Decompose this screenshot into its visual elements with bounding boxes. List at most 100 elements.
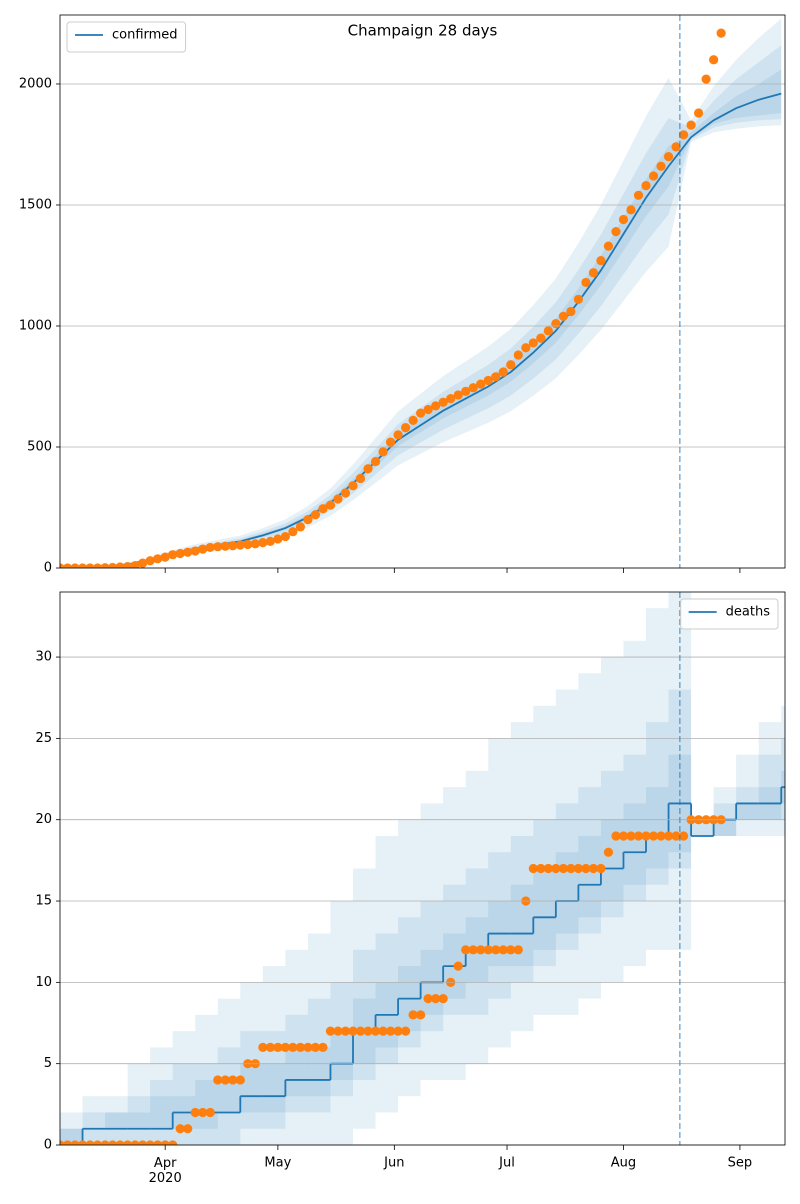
uncertainty-band [60,69,782,568]
observed-point [611,831,621,841]
observed-point [678,831,689,841]
uncertainty-band [330,1031,354,1080]
uncertainty-band [736,754,759,836]
uncertainty-band [195,1063,218,1145]
observed-point [363,464,373,474]
observed-point [476,945,486,955]
observed-point [333,494,343,504]
x-tick-label: Jun [383,1156,404,1171]
observed-point [513,945,523,955]
x-tick-label: Apr 2020 [149,1156,182,1186]
observed-point [318,1042,328,1053]
uncertainty-band [578,673,601,999]
observed-point [543,326,553,336]
uncertainty-band [262,1063,286,1113]
observed-point [355,473,366,484]
observed-point [641,831,651,841]
uncertainty-band [758,722,782,836]
axes-frame [59,591,786,1146]
uncertainty-band [105,1112,128,1129]
y-tick-label: 15 [35,894,52,909]
observed-point [92,563,103,568]
x-tick-label: May [264,1156,291,1171]
observed-point [333,1026,343,1036]
uncertainty-band [307,933,331,1145]
uncertainty-band [600,819,624,902]
legend: confirmed [66,21,187,53]
uncertainty-band [555,803,579,950]
observed-point [701,74,711,84]
observed-point [62,563,73,568]
observed-point [461,386,471,396]
observed-point [663,151,674,162]
observed-point [506,945,516,955]
observed-point [618,831,629,841]
observed-point [543,863,553,874]
uncertainty-band [217,1047,241,1145]
x-tick-label: Jul [498,1156,515,1171]
observed-point [115,562,125,568]
observed-point [243,539,253,550]
observed-point [671,142,681,152]
observed-point [423,994,433,1004]
observed-point [588,863,599,874]
observed-point [138,558,148,568]
observed-point [85,563,95,568]
uncertainty-band [240,1063,263,1113]
uncertainty-band [127,1096,151,1145]
uncertainty-band [781,705,785,836]
observed-point [633,190,644,200]
observed-point [558,311,568,321]
observed-point [566,863,576,874]
observed-point [423,404,433,415]
observed-point [506,360,516,370]
observed-point [175,548,185,559]
uncertainty-band [646,722,669,885]
observed-point [468,383,478,393]
observed-point [431,994,441,1004]
observed-point [400,423,411,433]
y-tick-label: 20 [35,812,52,827]
observed-point [363,1026,373,1036]
uncertainty-band [307,1047,331,1097]
observed-point [295,1042,306,1053]
uncertainty-band [330,982,354,1097]
uncertainty-band [307,998,331,1113]
observed-point [656,831,666,841]
observed-point [648,831,659,841]
observed-point [678,130,689,140]
observed-point [596,256,606,266]
observed-point [160,1140,170,1145]
uncertainty-band [555,689,579,1015]
uncertainty-band [217,1079,241,1113]
uncertainty-band [105,1096,128,1145]
legend-label: deaths [726,605,771,620]
observed-point [483,945,493,955]
uncertainty-band [488,852,511,999]
observed-point [498,945,508,955]
uncertainty-band [600,770,624,918]
uncertainty-band [623,803,647,885]
observed-point [558,863,568,874]
observed-point [588,268,599,278]
observed-point [153,554,163,564]
observed-point [355,1026,366,1036]
observed-point [205,1107,215,1118]
observed-point [295,522,306,532]
legend: deaths [680,598,779,630]
observed-point [663,831,674,841]
uncertainty-band [240,1031,263,1129]
observed-point [438,397,448,407]
observed-point [198,1107,208,1118]
observed-point [198,544,208,554]
observed-point [107,1140,118,1145]
observed-point [641,181,651,191]
uncertainty-band [623,754,647,902]
observed-point [438,994,448,1004]
observed-point [385,437,396,447]
uncertainty-band [488,738,511,1048]
observed-point [709,55,719,65]
